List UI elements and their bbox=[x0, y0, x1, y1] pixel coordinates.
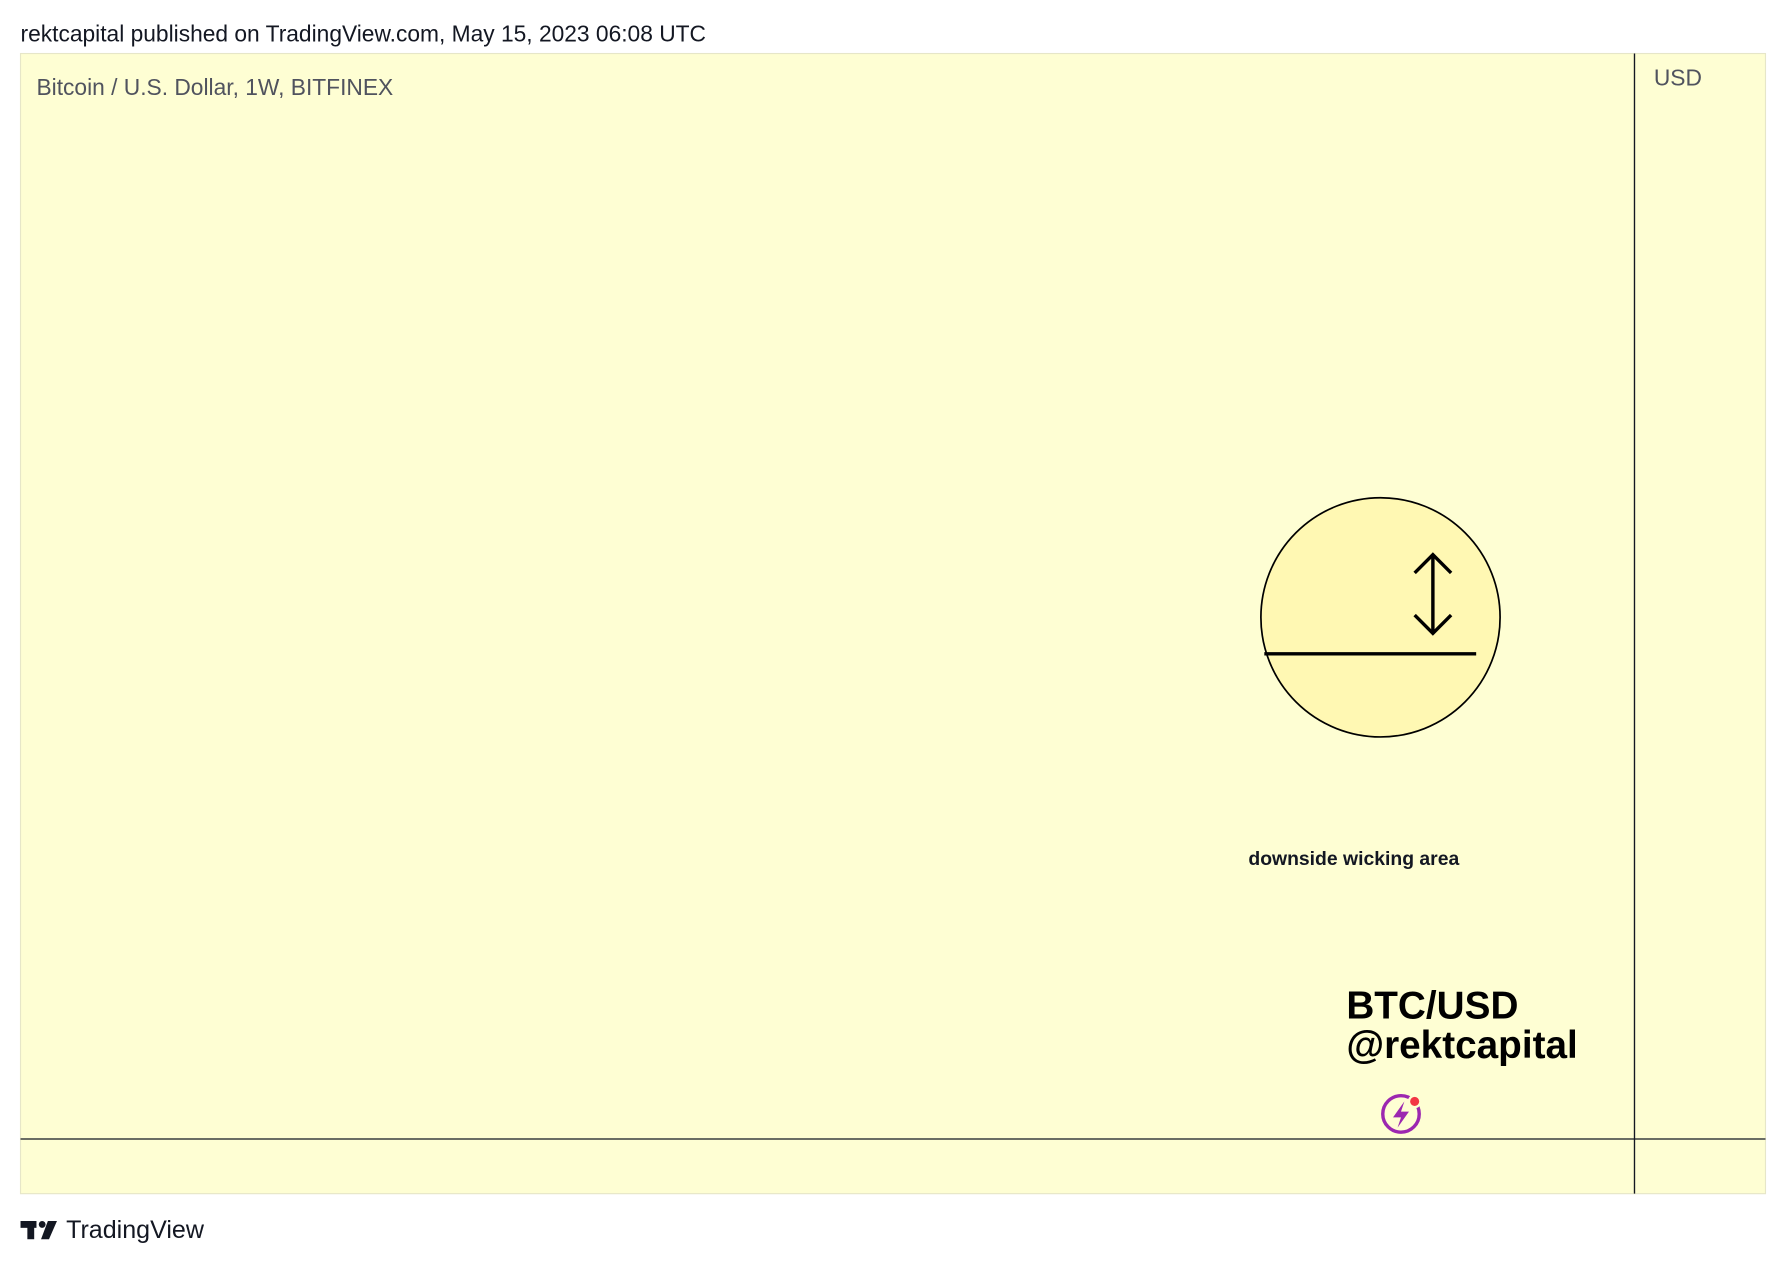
footer-brand: TradingView bbox=[66, 1216, 205, 1244]
annotation: downside wicking area bbox=[1248, 848, 1459, 870]
highlight-circle bbox=[1260, 496, 1501, 738]
watermark: BTC/USD bbox=[1346, 984, 1518, 1027]
tv-logo bbox=[20, 1221, 57, 1240]
y-axis-label: USD bbox=[1654, 65, 1702, 91]
header: rektcapital published on TradingView.com… bbox=[21, 20, 706, 46]
chart-title: Bitcoin / U.S. Dollar, 1W, BITFINEX bbox=[36, 74, 393, 100]
watermark: @rektcapital bbox=[1346, 1024, 1577, 1067]
lightning-icon bbox=[1381, 1094, 1422, 1134]
arrow bbox=[1413, 552, 1453, 636]
